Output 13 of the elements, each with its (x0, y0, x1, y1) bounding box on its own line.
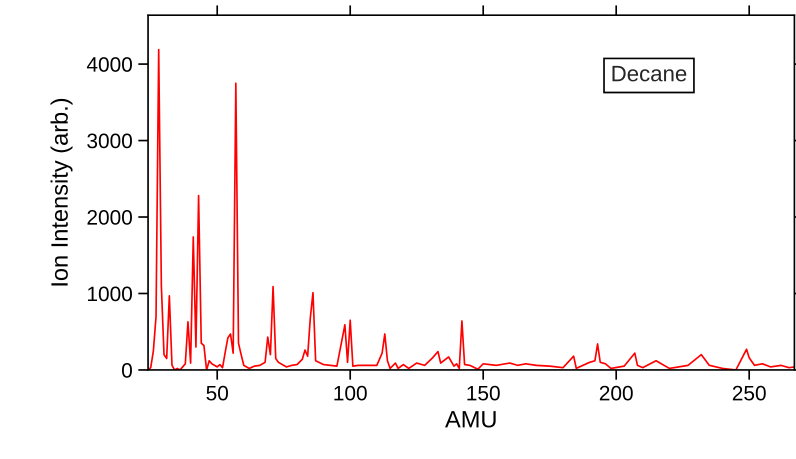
x-tick-label: 50 (206, 386, 228, 401)
x-tick-label: 250 (732, 386, 766, 401)
y-tick-label: 4000 (86, 57, 132, 72)
y-tick-label: 0 (122, 362, 132, 378)
y-tick-label: 3000 (87, 134, 132, 148)
y-axis-title: Ion Intensity (arb.) (50, 98, 73, 286)
annotation: Decane (612, 66, 686, 82)
y-tick-label: 2000 (87, 210, 132, 225)
y-tick-label: 1000 (88, 286, 132, 302)
x-tick-label: 200 (600, 386, 633, 401)
x-tick-label: 150 (467, 386, 500, 401)
x-tick-label: 100 (334, 386, 367, 401)
x-axis-title: AMU (445, 411, 496, 428)
